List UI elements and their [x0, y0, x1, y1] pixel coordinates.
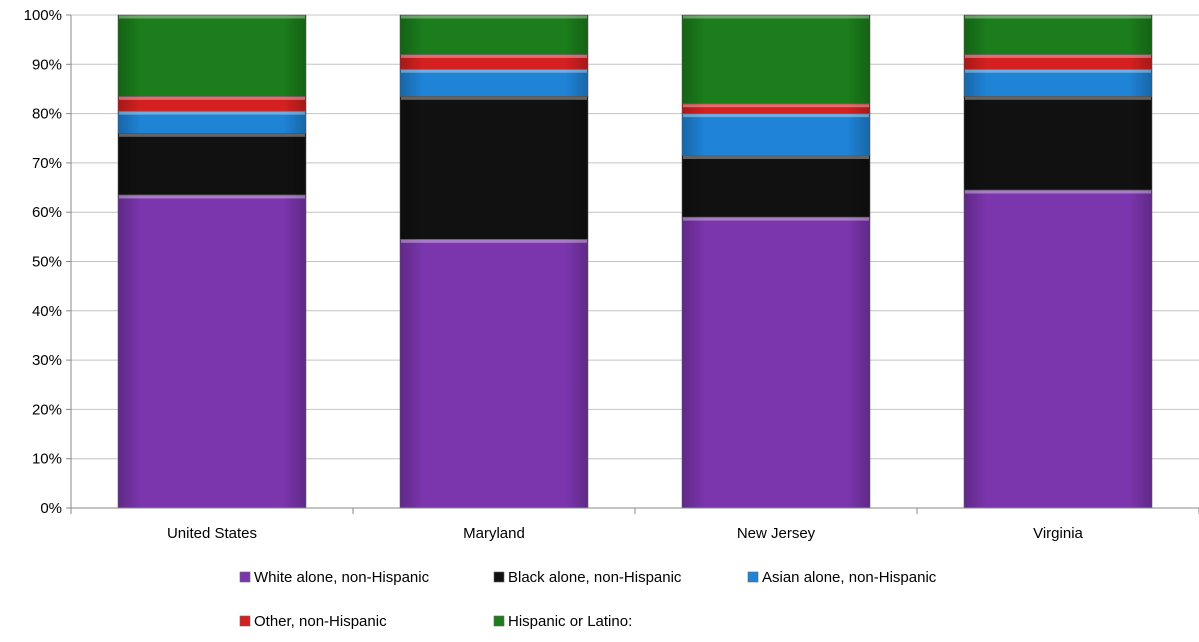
bar-segment-shade	[682, 155, 870, 218]
legend-swatch	[239, 615, 251, 627]
bar-segment-shade	[118, 96, 306, 112]
bar-segment-shade	[682, 217, 870, 508]
bar-segment-shade	[964, 15, 1152, 55]
bar-segment-shade	[964, 54, 1152, 70]
bar-segment-shade	[964, 190, 1152, 508]
bar-segment-shade	[118, 194, 306, 508]
bar-segment-shade	[118, 111, 306, 134]
bar-stack-united-states	[117, 14, 307, 509]
bar-segment-highlight	[683, 217, 869, 221]
bar-segment-shade	[118, 15, 306, 97]
legend-swatch	[239, 571, 251, 583]
y-tick-label: 70%	[32, 155, 62, 172]
legend-item: Hispanic or Latino:	[493, 613, 632, 630]
legend-item: Asian alone, non-Hispanic	[747, 569, 937, 586]
y-tick-label: 30%	[32, 352, 62, 369]
axes: 0% 10% 20% 30% 40% 50% 60% 70% 80% 90% 100% United …	[24, 7, 1199, 542]
x-tick-label: New Jersey	[737, 525, 816, 542]
bar-segment-highlight	[965, 190, 1151, 194]
bar-segment-shade	[400, 96, 588, 240]
bar-segment-highlight	[683, 156, 869, 160]
bar-segment-shade	[400, 54, 588, 70]
bar-segment-shade	[400, 239, 588, 508]
legend-label: Asian alone, non-Hispanic	[762, 569, 937, 586]
bar-segment-highlight	[965, 69, 1151, 73]
bar-segment-highlight	[119, 133, 305, 137]
bar-stack-virginia	[963, 14, 1153, 509]
x-tick-label: United States	[167, 525, 257, 542]
y-tick-label: 60%	[32, 204, 62, 221]
legend-item: White alone, non-Hispanic	[239, 569, 430, 586]
bar-segment-highlight	[119, 111, 305, 115]
y-tick-label: 90%	[32, 56, 62, 73]
bar-segment-highlight	[401, 69, 587, 73]
x-tick-label: Maryland	[463, 525, 525, 542]
bar-segment-shade	[964, 96, 1152, 191]
legend-label: White alone, non-Hispanic	[254, 569, 430, 586]
bar-segment-highlight	[119, 96, 305, 100]
bar-segment-shade	[682, 103, 870, 114]
bar-segment-highlight	[965, 15, 1151, 19]
legend-swatch	[493, 571, 505, 583]
bar-segment-highlight	[401, 15, 587, 19]
legend-label: Black alone, non-Hispanic	[508, 569, 682, 586]
y-tick-label: 20%	[32, 401, 62, 418]
bar-segment-shade	[682, 113, 870, 156]
legend: White alone, non-Hispanic Black alone, no…	[239, 569, 937, 630]
y-tick-label: 40%	[32, 303, 62, 320]
bar-segment-shade	[682, 15, 870, 104]
y-tick-label: 0%	[40, 500, 62, 517]
legend-swatch	[493, 615, 505, 627]
bars	[117, 14, 1153, 509]
bar-segment-highlight	[965, 54, 1151, 58]
bar-segment-highlight	[401, 239, 587, 243]
bar-segment-highlight	[683, 15, 869, 19]
legend-item: Other, non-Hispanic	[239, 613, 387, 630]
bar-segment-highlight	[683, 104, 869, 108]
bar-segment-shade	[400, 15, 588, 55]
bar-segment-highlight	[965, 96, 1151, 100]
bar-segment-shade	[964, 69, 1152, 97]
y-tick-label: 80%	[32, 106, 62, 123]
bar-segment-highlight	[401, 96, 587, 100]
bar-segment-highlight	[119, 15, 305, 19]
y-tick-label: 50%	[32, 254, 62, 271]
x-tick-label: Virginia	[1033, 525, 1083, 542]
y-tick-label: 10%	[32, 451, 62, 468]
bar-segment-highlight	[683, 114, 869, 118]
bar-segment-highlight	[119, 195, 305, 199]
legend-label: Hispanic or Latino:	[508, 613, 632, 630]
bar-segment-shade	[400, 69, 588, 97]
legend-label: Other, non-Hispanic	[254, 613, 387, 630]
y-tick-label: 100%	[24, 7, 62, 24]
legend-item: Black alone, non-Hispanic	[493, 569, 682, 586]
bar-stack-new-jersey	[681, 14, 871, 509]
bar-stack-maryland	[399, 14, 589, 509]
bar-segment-shade	[118, 133, 306, 195]
bar-segment-highlight	[401, 54, 587, 58]
legend-swatch	[747, 571, 759, 583]
